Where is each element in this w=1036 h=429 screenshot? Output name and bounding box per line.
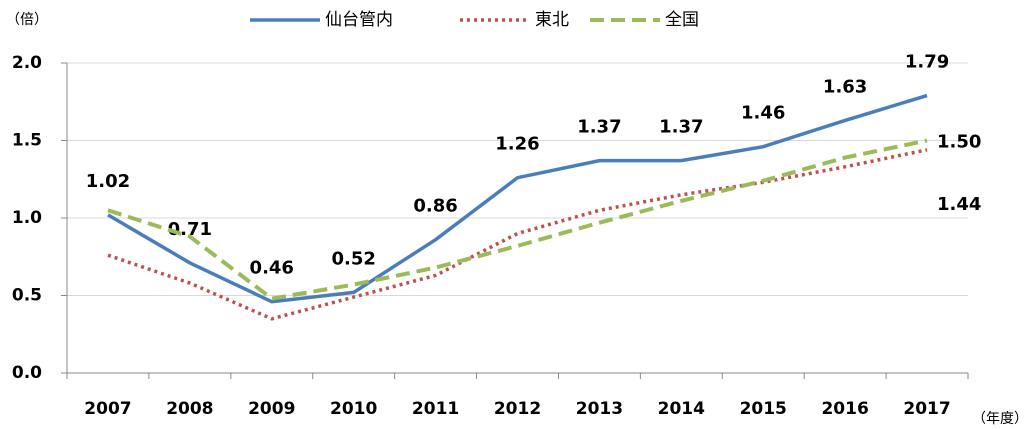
series-line (107, 93, 928, 304)
y-tick-label: 0.5 (12, 286, 42, 306)
x-tick-label: 2014 (658, 399, 705, 419)
y-unit-label: （倍） (6, 12, 48, 28)
series-line (107, 138, 928, 301)
x-tick-label: 2016 (821, 399, 868, 419)
data-label: 1.46 (741, 103, 785, 124)
x-tick-label: 2015 (740, 399, 787, 419)
x-tick-label: 2017 (903, 399, 950, 419)
data-label: 1.37 (577, 117, 621, 138)
x-tick-label: 2007 (84, 399, 131, 419)
x-tick-label: 2013 (576, 399, 623, 419)
y-tick-label: 1.5 (12, 131, 42, 151)
series-line (107, 148, 928, 321)
data-label: 0.52 (331, 248, 375, 269)
x-tick-label: 2012 (494, 399, 541, 419)
x-tick-label: 2009 (248, 399, 295, 419)
x-tick-label: 2011 (412, 399, 459, 419)
data-label: 1.44 (937, 194, 981, 215)
legend-label: 東北 (535, 10, 569, 30)
data-label: 0.46 (250, 258, 294, 279)
legend-label: 仙台管内 (325, 10, 393, 30)
data-label: 1.63 (823, 76, 867, 97)
x-unit-label: （年度） (972, 411, 1028, 427)
x-tick-label: 2008 (166, 399, 213, 419)
data-label: 1.50 (937, 132, 981, 153)
y-tick-label: 0.0 (12, 363, 42, 383)
x-tick-label: 2010 (330, 399, 377, 419)
y-tick-label: 1.0 (12, 208, 42, 228)
data-label: 1.79 (905, 52, 949, 73)
legend-label: 全国 (665, 10, 699, 30)
data-label: 1.02 (86, 171, 130, 192)
data-label: 0.86 (413, 196, 457, 217)
data-label: 1.26 (495, 134, 539, 155)
y-tick-label: 2.0 (12, 53, 42, 73)
data-label: 1.37 (659, 117, 703, 138)
